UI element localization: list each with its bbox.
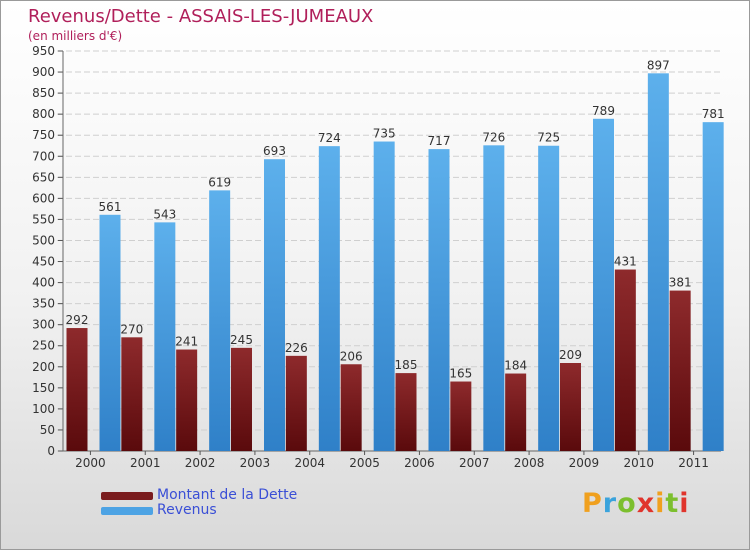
y-tick-label: 350 (32, 297, 55, 311)
bar-dette (669, 290, 691, 451)
bar-dette (285, 355, 307, 451)
data-label-revenus: 543 (153, 207, 176, 221)
bar-revenus (99, 214, 121, 451)
x-tick-label: 2008 (514, 456, 545, 470)
x-tick-label: 2007 (459, 456, 490, 470)
data-label-dette: 245 (230, 333, 253, 347)
chart-subtitle: (en milliers d'€) (28, 29, 123, 43)
data-label-dette: 292 (66, 313, 89, 327)
data-label-dette: 184 (504, 359, 527, 373)
y-tick-label: 450 (32, 255, 55, 269)
data-label-dette: 206 (340, 349, 363, 363)
y-tick-label: 800 (32, 107, 55, 121)
y-tick-label: 500 (32, 233, 55, 247)
y-tick-label: 100 (32, 402, 55, 416)
y-tick-label: 200 (32, 360, 55, 374)
bar-dette (560, 363, 581, 451)
bar-revenus (373, 141, 395, 452)
bar-dette (505, 373, 527, 451)
y-tick-label: 700 (32, 149, 55, 163)
x-tick-label: 2006 (404, 456, 435, 470)
proxiti-logo: Proxiti (582, 488, 690, 519)
data-label-revenus: 781 (702, 107, 725, 121)
data-label-revenus: 561 (99, 200, 122, 214)
y-tick-label: 50 (40, 423, 55, 437)
y-tick-label: 600 (32, 191, 55, 205)
bar-revenus (593, 118, 614, 451)
data-label-revenus: 725 (537, 131, 560, 145)
legend-swatch-dette (101, 492, 153, 500)
bar-dette (450, 381, 472, 451)
data-label-revenus: 724 (318, 131, 341, 145)
bar-dette (231, 347, 252, 451)
bar-revenus (428, 149, 450, 451)
data-label-dette: 381 (669, 276, 692, 290)
data-label-dette: 431 (614, 255, 637, 269)
bar-dette (66, 328, 88, 451)
y-tick-label: 550 (32, 212, 55, 226)
data-label-dette: 270 (120, 322, 143, 336)
bar-dette (340, 364, 362, 451)
y-tick-label: 900 (32, 65, 55, 79)
legend-swatch-revenus (101, 507, 153, 515)
data-label-dette: 165 (449, 367, 472, 381)
data-label-revenus: 735 (373, 127, 396, 141)
x-tick-label: 2005 (349, 456, 380, 470)
x-tick-label: 2009 (569, 456, 600, 470)
y-tick-label: 300 (32, 318, 55, 332)
bar-revenus (318, 146, 340, 451)
bar-revenus (483, 145, 505, 451)
data-label-dette: 226 (285, 341, 308, 355)
bar-revenus (264, 159, 285, 452)
data-label-revenus: 897 (647, 58, 670, 72)
bar-dette (121, 337, 143, 451)
y-tick-label: 750 (32, 128, 55, 142)
data-label-revenus: 789 (592, 104, 615, 118)
bar-revenus (538, 145, 560, 451)
y-tick-label: 950 (32, 44, 55, 58)
bar-revenus (154, 222, 176, 451)
data-label-revenus: 717 (428, 134, 451, 148)
bar-revenus (702, 122, 724, 451)
x-tick-label: 2003 (240, 456, 271, 470)
data-label-revenus: 693 (263, 144, 286, 158)
data-label-dette: 209 (559, 348, 582, 362)
y-tick-label: 150 (32, 381, 55, 395)
x-tick-label: 2000 (75, 456, 106, 470)
chart-title: Revenus/Dette - ASSAIS-LES-JUMEAUX (28, 6, 374, 27)
data-label-dette: 185 (395, 358, 418, 372)
y-tick-label: 850 (32, 86, 55, 100)
bar-revenus (209, 190, 231, 452)
legend-label-dette: Montant de la Dette (157, 487, 298, 503)
y-tick-label: 250 (32, 339, 55, 353)
data-label-revenus: 619 (208, 175, 231, 189)
x-tick-label: 2010 (623, 456, 654, 470)
bar-dette (614, 269, 636, 451)
y-tick-label: 650 (32, 170, 55, 184)
x-tick-label: 2002 (185, 456, 216, 470)
bar-revenus (647, 73, 669, 451)
data-label-revenus: 726 (482, 130, 505, 144)
x-tick-label: 2004 (294, 456, 325, 470)
x-tick-label: 2011 (678, 456, 709, 470)
bar-dette (395, 373, 417, 451)
y-tick-label: 0 (47, 444, 55, 458)
legend-label-revenus: Revenus (157, 502, 217, 518)
data-label-dette: 241 (175, 335, 198, 349)
x-tick-label: 2001 (130, 456, 161, 470)
bar-dette (176, 349, 198, 451)
y-tick-label: 400 (32, 276, 55, 290)
